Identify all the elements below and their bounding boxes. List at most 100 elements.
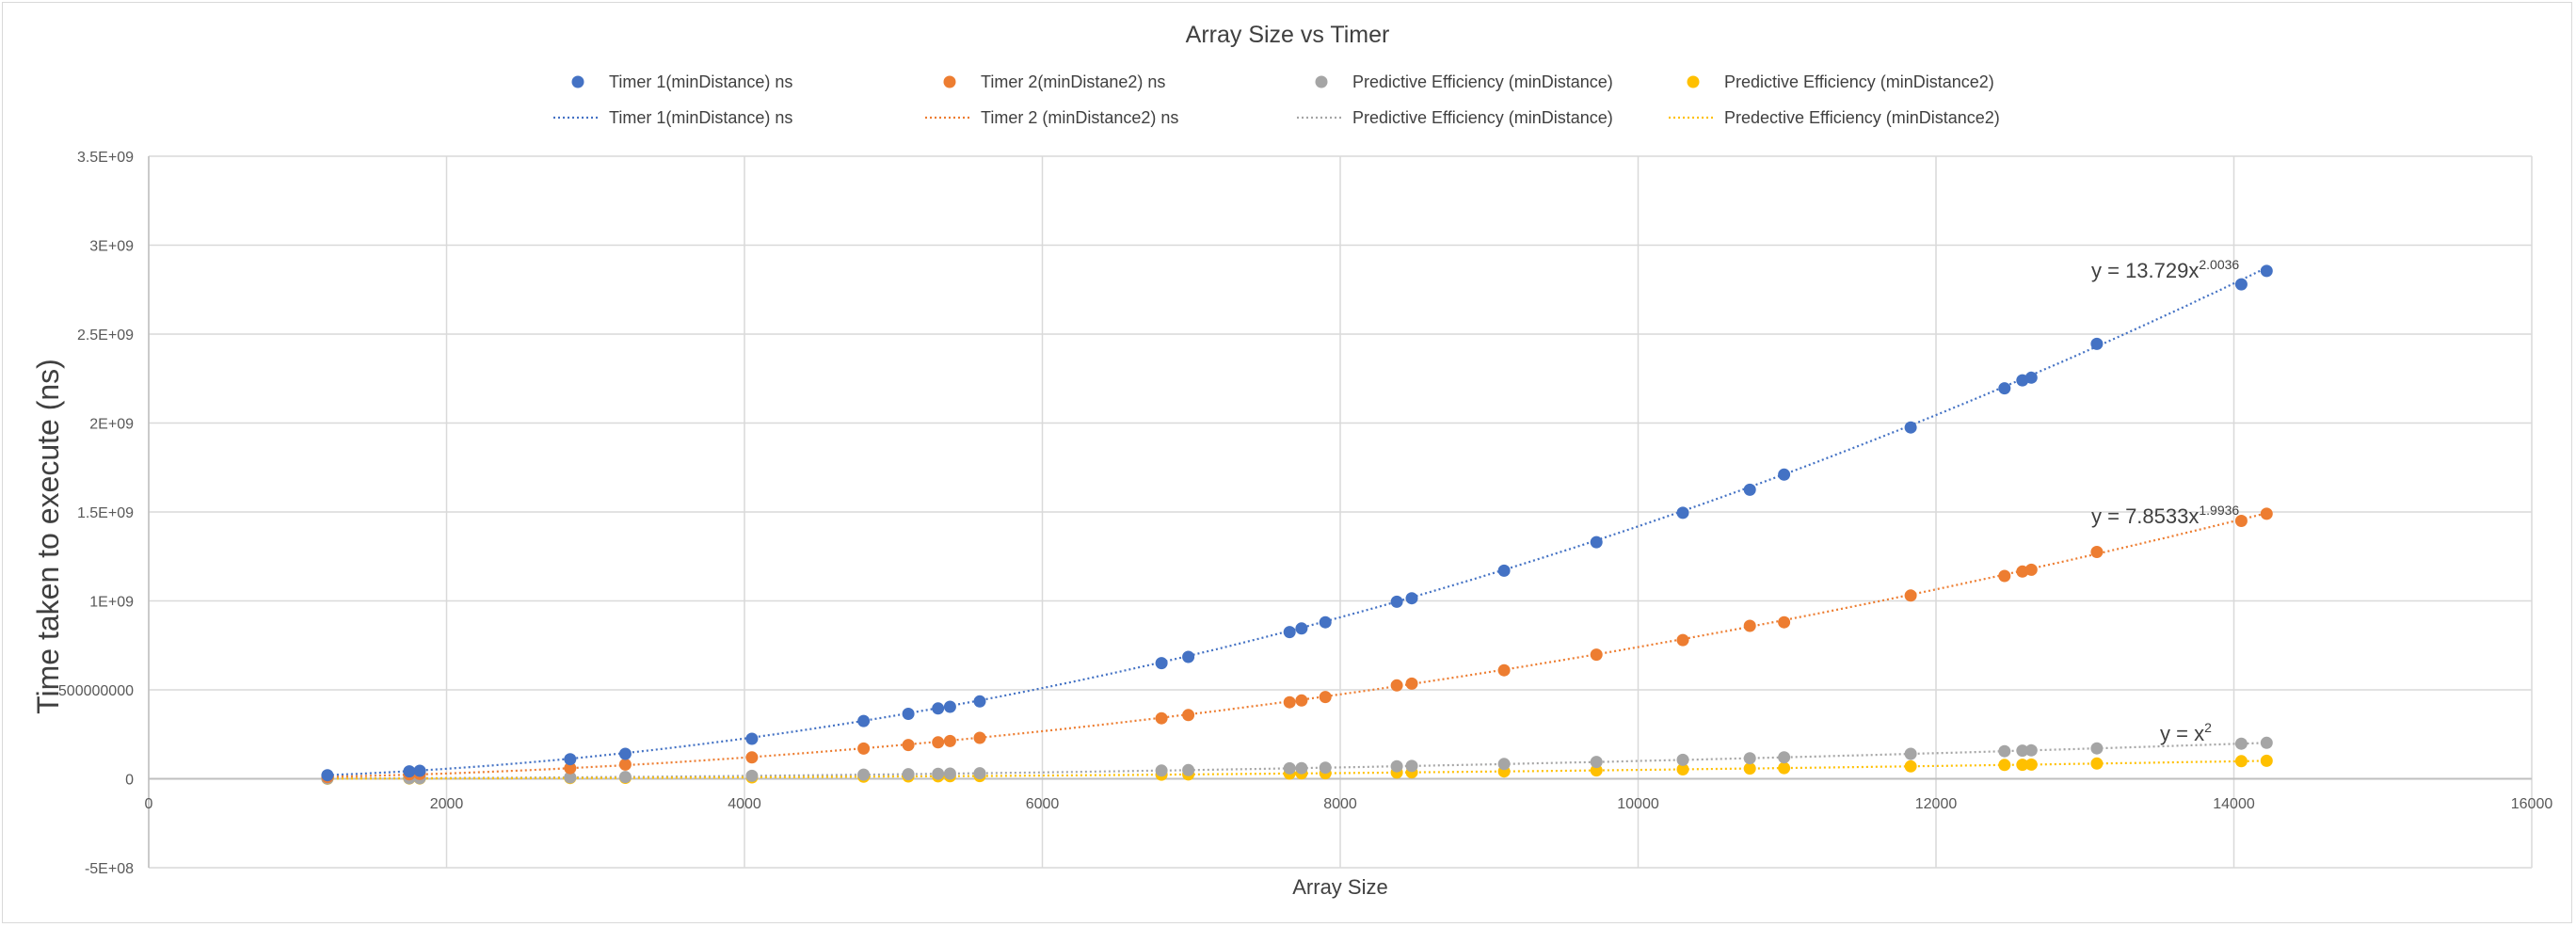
- data-point: [1743, 483, 1756, 496]
- data-point: [2090, 337, 2104, 350]
- data-point: [973, 767, 986, 780]
- gridlines: [148, 155, 2533, 869]
- x-tick-label: 4000: [728, 796, 761, 812]
- trendline-equations: y = 13.729x2.0036 y = 7.8533x1.9936 y = x2: [2091, 257, 2239, 745]
- legend-marker: [1315, 75, 1328, 88]
- data-point: [618, 771, 632, 784]
- y-tick-label: 2E+09: [89, 417, 134, 433]
- data-point: [1497, 564, 1511, 577]
- data-point: [564, 771, 577, 784]
- trendline: [327, 512, 2267, 778]
- x-tick-label: 6000: [1026, 796, 1060, 812]
- data-point: [1676, 763, 1689, 775]
- data-point: [857, 768, 871, 781]
- data-point: [973, 695, 986, 708]
- data-point: [2090, 546, 2104, 558]
- data-point: [1590, 764, 1603, 777]
- data-point: [1283, 695, 1296, 709]
- data-point: [1998, 744, 2011, 758]
- y-tick-label: 3.5E+09: [77, 150, 134, 166]
- data-point: [403, 765, 416, 778]
- x-axis-title: Array Size: [1292, 875, 1387, 899]
- legend-label: Predictive Efficiency (minDistance2): [1724, 72, 1994, 91]
- data-point: [1319, 761, 1332, 775]
- y-tick-label: 500000000: [58, 683, 134, 699]
- data-point: [1904, 747, 1917, 760]
- y-tick-label: 3E+09: [89, 239, 134, 255]
- data-point: [1390, 679, 1403, 692]
- data-point: [321, 769, 334, 782]
- data-point: [1390, 759, 1403, 773]
- x-tick-label: 12000: [1915, 796, 1958, 812]
- x-tick-label: 2000: [430, 796, 464, 812]
- data-point: [1590, 535, 1603, 549]
- data-point: [1295, 761, 1308, 775]
- legend-marker: [943, 75, 956, 88]
- data-point: [1155, 657, 1168, 670]
- x-tick-label: 16000: [2511, 796, 2553, 812]
- data-point: [1155, 764, 1168, 777]
- data-point: [1676, 633, 1689, 647]
- data-point: [2016, 744, 2029, 758]
- legend-trend-label: Timer 1(minDistance) ns: [609, 108, 792, 127]
- data-point: [745, 769, 759, 782]
- data-point: [1405, 677, 1418, 690]
- data-point: [1904, 759, 1917, 773]
- data-point: [1778, 751, 1791, 764]
- x-tick-label: 0: [145, 796, 153, 812]
- legend-marker: [571, 75, 584, 88]
- data-point: [902, 739, 915, 752]
- chart-title: Array Size vs Timer: [1186, 22, 1390, 48]
- data-point: [1998, 382, 2011, 395]
- data-point: [2090, 742, 2104, 755]
- legend-label: Timer 2(minDistane2) ns: [981, 72, 1165, 91]
- data-point: [1676, 753, 1689, 766]
- y-tick-label: 2.5E+09: [77, 328, 134, 344]
- data-point: [618, 758, 632, 771]
- data-point: [1590, 648, 1603, 662]
- data-point: [1904, 589, 1917, 602]
- legend-trend-label: Predictive Efficiency (minDistance): [1352, 108, 1613, 127]
- data-point: [1295, 694, 1308, 707]
- data-point: [902, 768, 915, 781]
- data-point: [2234, 278, 2248, 291]
- data-point: [2234, 737, 2248, 750]
- data-point: [1743, 752, 1756, 765]
- data-point: [2024, 758, 2038, 771]
- data-point: [932, 767, 945, 780]
- data-point: [943, 767, 956, 780]
- data-point: [1998, 759, 2011, 772]
- data-point: [1743, 762, 1756, 775]
- data-point: [2260, 736, 2273, 749]
- data-point: [2024, 371, 2038, 384]
- y-axis-title: Time taken to execute (ns): [31, 359, 65, 714]
- data-point: [932, 736, 945, 749]
- data-point: [1590, 756, 1603, 769]
- x-axis-ticks: 0 2000 4000 6000 8000 10000 12000 14000 16000: [145, 796, 2553, 812]
- data-point: [857, 714, 871, 727]
- data-point: [1405, 759, 1418, 773]
- trendline-equation: y = 7.8533x1.9936: [2091, 503, 2239, 528]
- data-point: [2260, 507, 2273, 520]
- data-point: [1283, 761, 1296, 775]
- legend-label: Timer 1(minDistance) ns: [609, 72, 792, 91]
- legend: Timer 1(minDistance) ns Timer 2(minDistan…: [553, 72, 2000, 127]
- y-tick-label: -5E+08: [85, 861, 134, 877]
- data-point: [564, 753, 577, 766]
- y-tick-label: 1.5E+09: [77, 505, 134, 521]
- legend-marker: [1687, 75, 1700, 88]
- legend-label: Predictive Efficiency (minDistance): [1352, 72, 1613, 91]
- data-point: [564, 761, 577, 775]
- data-point: [1998, 569, 2011, 583]
- data-point: [1319, 615, 1332, 629]
- data-point: [2024, 563, 2038, 576]
- data-point: [1155, 711, 1168, 725]
- data-point: [745, 732, 759, 745]
- legend-trend-label: Predective Efficiency (minDistance2): [1724, 108, 2000, 127]
- data-point: [932, 702, 945, 715]
- data-point: [618, 747, 632, 760]
- data-point: [2234, 515, 2248, 527]
- trendline-equation: y = x2: [2160, 720, 2212, 745]
- data-point: [943, 700, 956, 713]
